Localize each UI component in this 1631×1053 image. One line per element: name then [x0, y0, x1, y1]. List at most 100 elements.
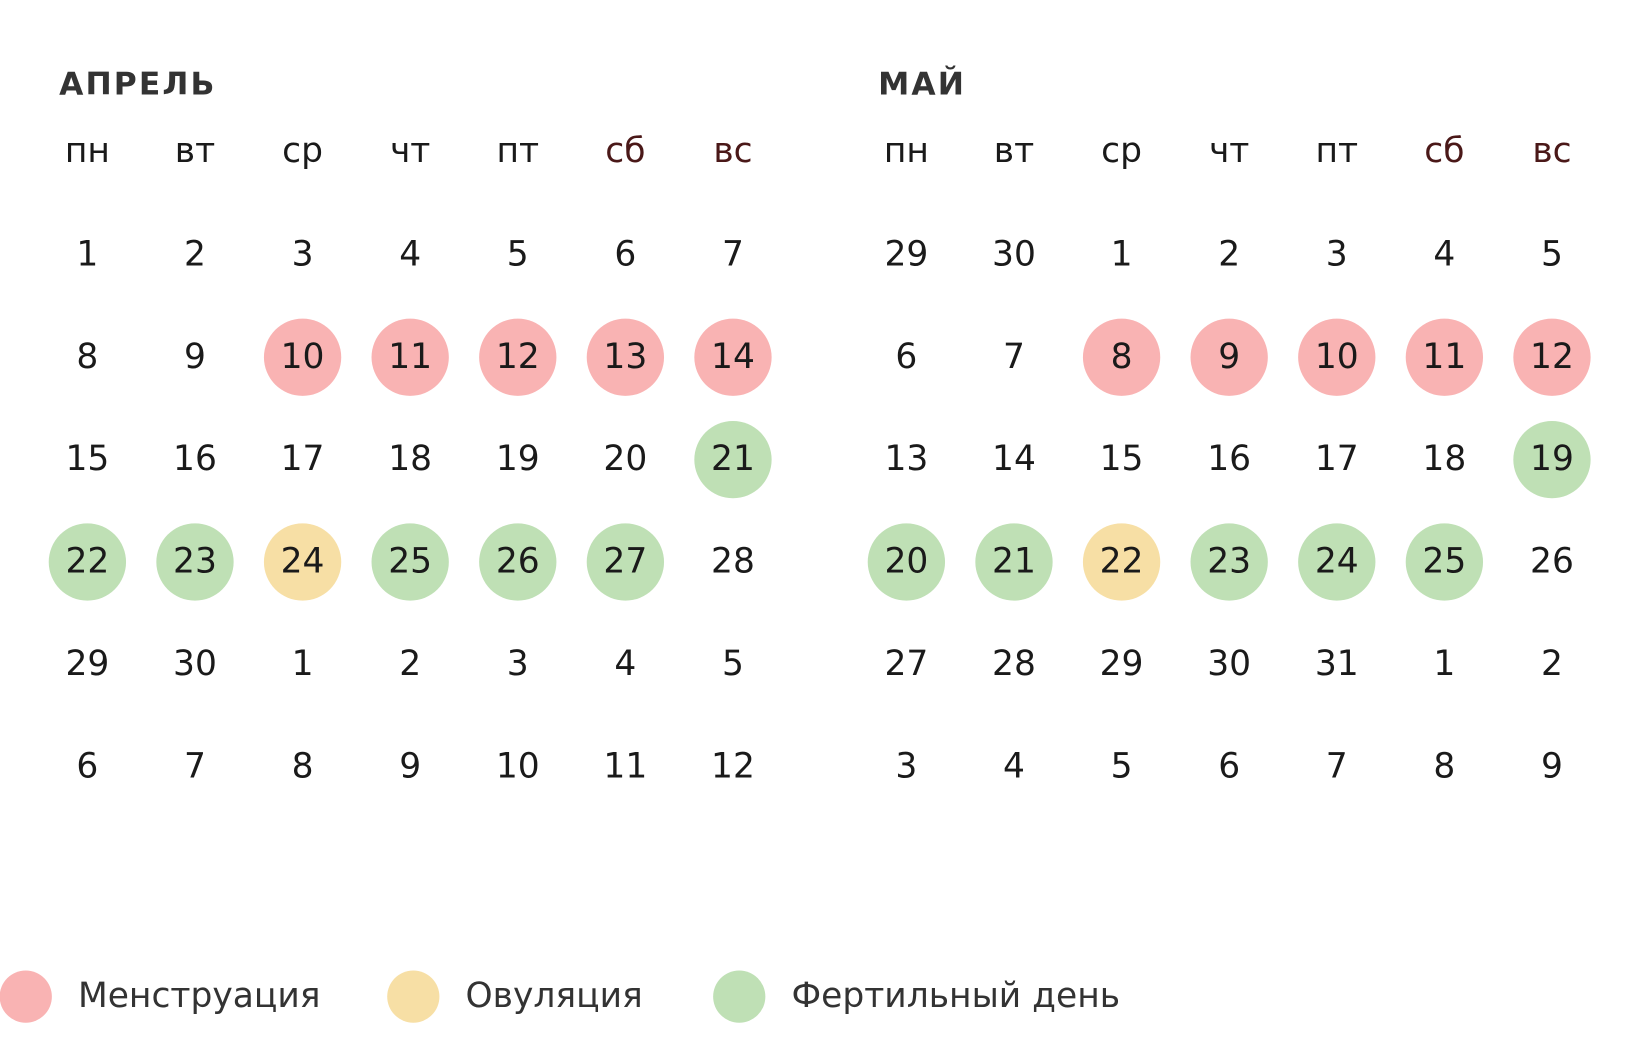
- day: 25: [1422, 542, 1466, 582]
- day: 7: [722, 234, 744, 274]
- day: 4: [614, 644, 636, 684]
- day: 6: [895, 337, 917, 377]
- weekday: чт: [1209, 131, 1249, 171]
- day: 13: [603, 337, 647, 377]
- day: 24: [1315, 542, 1359, 582]
- day: 4: [399, 234, 421, 274]
- month-title: АПРЕЛЬ: [59, 67, 216, 103]
- weekday: вт: [994, 131, 1034, 171]
- day: 6: [76, 746, 98, 786]
- day-marker: [371, 523, 449, 601]
- day: 22: [1100, 542, 1144, 582]
- day: 18: [1422, 439, 1466, 479]
- day: 23: [173, 542, 217, 582]
- day: 7: [184, 746, 206, 786]
- day: 16: [173, 439, 217, 479]
- day: 28: [992, 644, 1036, 684]
- day-marker: [694, 318, 772, 396]
- legend-label: Менструация: [78, 976, 321, 1016]
- weekday: ср: [282, 131, 323, 171]
- day-marker: [263, 523, 342, 601]
- weekday: пн: [65, 131, 110, 171]
- day: 22: [65, 542, 109, 582]
- day-marker: [1405, 523, 1484, 601]
- day-marker: [1513, 318, 1591, 396]
- day: 25: [388, 542, 432, 582]
- day: 26: [496, 542, 540, 582]
- day: 8: [76, 337, 98, 377]
- day: 14: [992, 439, 1036, 479]
- day: 20: [603, 439, 647, 479]
- day-marker: [263, 318, 342, 396]
- day: 30: [173, 644, 217, 684]
- weekday: вс: [713, 131, 752, 171]
- day: 19: [1530, 439, 1574, 479]
- day: 7: [1003, 337, 1025, 377]
- day-marker: [1298, 318, 1376, 396]
- day: 2: [1541, 644, 1563, 684]
- day-marker: [48, 523, 127, 601]
- weekday: чт: [390, 131, 430, 171]
- legend-swatch: [713, 970, 766, 1023]
- day: 4: [1433, 234, 1455, 274]
- day: 7: [1326, 746, 1348, 786]
- day: 17: [281, 439, 325, 479]
- weekday: сб: [1424, 131, 1464, 171]
- day: 9: [184, 337, 206, 377]
- day: 12: [1530, 337, 1574, 377]
- day: 1: [1433, 644, 1455, 684]
- day: 2: [1218, 234, 1240, 274]
- day-marker: [1190, 318, 1268, 396]
- weekday: вс: [1532, 131, 1571, 171]
- day: 11: [603, 746, 647, 786]
- day: 27: [603, 542, 647, 582]
- day: 19: [496, 439, 540, 479]
- day: 29: [1100, 644, 1144, 684]
- day: 2: [184, 234, 206, 274]
- legend-label: Овуляция: [466, 976, 643, 1016]
- day: 21: [992, 542, 1036, 582]
- legend-label: Фертильный день: [791, 976, 1120, 1016]
- day-marker: [156, 523, 234, 601]
- day: 23: [1207, 542, 1251, 582]
- day: 1: [76, 234, 98, 274]
- month-title: МАЙ: [878, 65, 966, 103]
- day: 26: [1530, 542, 1574, 582]
- legend-swatch: [0, 970, 52, 1023]
- day: 13: [884, 439, 928, 479]
- day: 5: [1111, 746, 1133, 786]
- day-marker: [586, 523, 665, 601]
- day: 3: [1326, 234, 1348, 274]
- day: 12: [496, 337, 540, 377]
- day: 1: [292, 644, 314, 684]
- day: 16: [1207, 439, 1251, 479]
- day-marker: [694, 420, 772, 499]
- day: 5: [507, 234, 529, 274]
- weekday: пн: [884, 131, 929, 171]
- day: 17: [1315, 439, 1359, 479]
- day: 6: [1218, 746, 1240, 786]
- day: 10: [496, 746, 540, 786]
- day-marker: [1513, 420, 1591, 499]
- day-marker: [975, 523, 1053, 601]
- day: 15: [65, 439, 109, 479]
- day: 8: [292, 746, 314, 786]
- day: 15: [1100, 439, 1144, 479]
- day: 2: [399, 644, 421, 684]
- day: 3: [895, 746, 917, 786]
- day: 3: [292, 234, 314, 274]
- day-marker: [1405, 318, 1484, 396]
- day: 29: [65, 644, 109, 684]
- weekday: пт: [1315, 131, 1358, 171]
- day: 3: [507, 644, 529, 684]
- day: 10: [281, 337, 325, 377]
- day-marker: [1190, 523, 1268, 601]
- weekday: вт: [175, 131, 215, 171]
- day-marker: [1298, 523, 1376, 601]
- day: 30: [992, 234, 1036, 274]
- day-marker: [1082, 523, 1161, 601]
- day: 27: [884, 644, 928, 684]
- day-marker: [479, 523, 557, 601]
- legend-swatch: [387, 970, 440, 1023]
- day: 9: [399, 746, 421, 786]
